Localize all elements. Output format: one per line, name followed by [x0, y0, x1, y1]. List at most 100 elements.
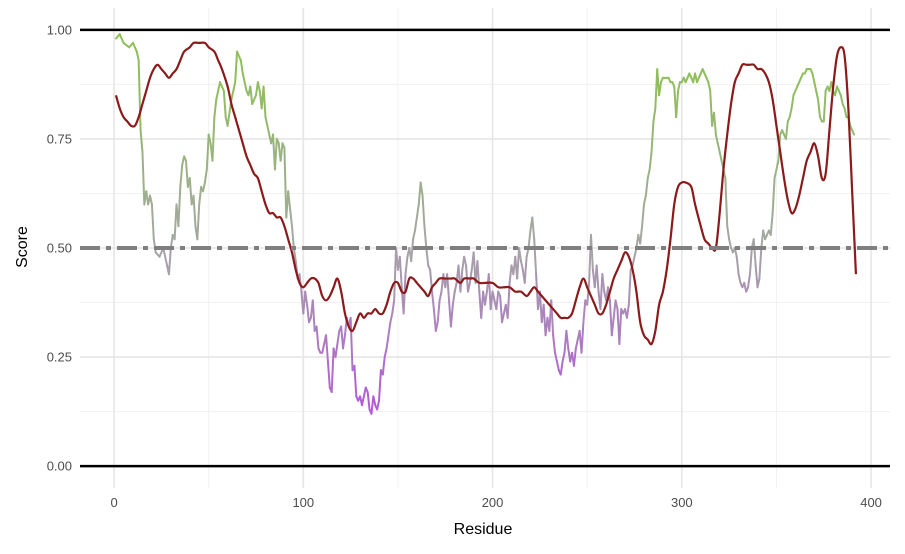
score-line-segment — [438, 290, 443, 302]
score-line-segment — [533, 238, 538, 276]
score-line-segment — [287, 190, 292, 210]
score-line-segment — [586, 281, 591, 306]
score-line-segment — [631, 255, 636, 267]
score-line-segment — [644, 177, 649, 197]
score-line-segment — [555, 360, 560, 372]
score-line-segment — [222, 89, 227, 119]
score-line-segment — [758, 247, 763, 280]
score-line-segment — [118, 33, 125, 44]
smoothed-score-line — [114, 41, 858, 346]
score-line-segment — [432, 308, 437, 332]
score-line-segment — [747, 273, 751, 289]
y-tick-label: 0.50 — [47, 241, 72, 256]
score-line-segment — [735, 255, 740, 276]
score-line-segment — [423, 225, 428, 249]
x-tick-label: 0 — [110, 495, 117, 510]
score-line-segment — [476, 260, 481, 293]
score-line-segment — [389, 312, 394, 324]
score-line-segment — [463, 255, 468, 267]
reference-lines — [80, 28, 890, 468]
score-line-segment — [601, 273, 606, 293]
score-line-segment — [565, 329, 570, 350]
score-line-segment — [561, 351, 566, 363]
score-line-segment — [817, 98, 821, 119]
score-line-segment — [207, 133, 212, 145]
score-line-segment — [162, 247, 169, 267]
score-line-segment — [230, 81, 237, 101]
score-line-segment — [627, 268, 632, 306]
score-line-segment — [589, 233, 594, 271]
score-line-segment — [771, 177, 776, 215]
score-line-segment — [410, 238, 415, 263]
y-tick-label: 0.25 — [47, 350, 72, 365]
score-line-segment — [748, 247, 753, 276]
score-line-segment — [449, 303, 454, 328]
x-axis-tick-labels: 0 100 200 300 400 — [110, 495, 881, 510]
score-line-segment — [839, 94, 844, 105]
y-tick-label: 1.00 — [47, 22, 72, 37]
score-line-segment — [289, 207, 293, 228]
score-line-segment — [580, 321, 585, 354]
score-line-segment — [262, 85, 267, 119]
y-axis-title: Score — [14, 226, 31, 268]
score-line-segment — [249, 85, 254, 105]
score-line-segment — [198, 185, 203, 206]
score-line-segment — [239, 59, 244, 75]
score-line-segment — [366, 391, 371, 411]
score-line-segment — [652, 107, 657, 123]
score-line-segment — [713, 111, 717, 136]
score-line-segment — [383, 347, 388, 359]
score-line-segment — [290, 225, 295, 249]
score-line-segment — [192, 194, 197, 228]
score-line-segment — [264, 116, 269, 127]
score-line-segment — [179, 164, 184, 188]
score-line-segment — [283, 146, 288, 219]
score-line-segment — [188, 177, 193, 206]
score-line-segment — [279, 142, 284, 162]
score-line-segment — [431, 290, 435, 311]
score-line-segment — [205, 133, 210, 171]
score-line-segment — [325, 334, 329, 363]
x-axis-title: Residue — [454, 521, 513, 538]
score-line-segment — [811, 72, 816, 84]
score-line-segment — [775, 159, 780, 171]
score-line-segment — [737, 273, 742, 284]
score-line-segment — [141, 151, 146, 206]
score-line-segment — [559, 360, 564, 376]
score-line-segment — [754, 264, 759, 289]
score-line-segment — [451, 290, 456, 306]
score-line-segment — [519, 260, 524, 271]
score-line-segment — [131, 41, 138, 53]
score-line-segment — [122, 41, 131, 49]
score-line-segment — [648, 151, 653, 171]
score-line-segment — [572, 347, 577, 367]
score-line-segment — [614, 299, 619, 311]
score-line-segment — [714, 133, 719, 145]
score-line-segment — [378, 369, 382, 402]
score-line-segment — [726, 225, 731, 241]
score-line-segment — [784, 120, 789, 140]
score-line-segment — [135, 50, 140, 62]
score-line-segment — [436, 299, 441, 324]
score-line-segment — [273, 137, 278, 171]
score-line-segment — [236, 50, 242, 62]
score-line-segment — [404, 255, 409, 276]
score-line-segment — [709, 89, 714, 127]
score-line-segment — [466, 281, 471, 293]
score-line-segment — [150, 203, 155, 241]
score-line-segment — [167, 247, 172, 276]
score-line-segment — [434, 321, 439, 332]
score-line-segment — [342, 334, 346, 350]
score-line-segment — [501, 312, 505, 324]
score-line-segment — [353, 364, 358, 398]
score-line-segment — [304, 290, 309, 306]
score-line-segment — [387, 321, 392, 337]
score-line-segment — [213, 98, 218, 119]
score-line-segment — [724, 177, 729, 228]
score-line-segment — [650, 120, 655, 153]
score-line-segment — [425, 247, 430, 267]
score-line-segment — [241, 72, 246, 84]
x-tick-label: 100 — [292, 495, 314, 510]
score-line-segment — [610, 316, 615, 337]
